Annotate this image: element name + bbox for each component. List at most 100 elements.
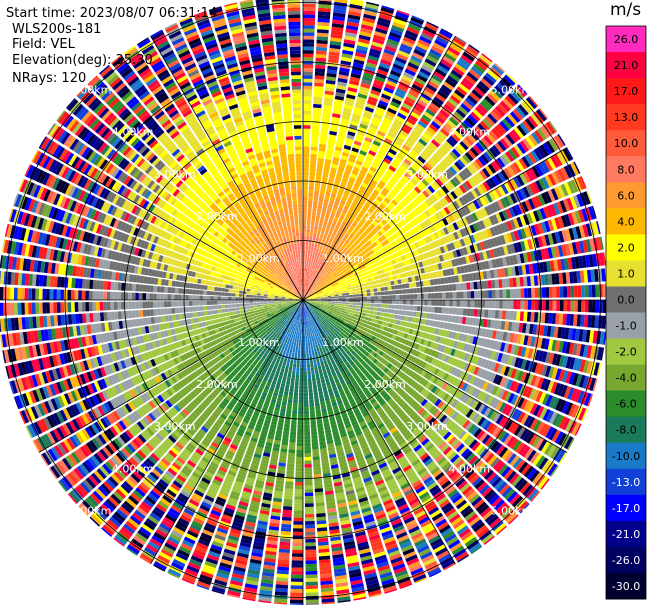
velocity-gate: [306, 282, 308, 287]
velocity-gate: [570, 285, 575, 298]
velocity-gate: [352, 166, 360, 173]
velocity-gate: [441, 307, 446, 314]
velocity-gate: [441, 143, 451, 153]
velocity-gate: [327, 203, 333, 209]
velocity-gate: [362, 75, 373, 82]
velocity-gate: [305, 294, 308, 298]
velocity-gate: [303, 285, 305, 290]
velocity-gate: [584, 300, 589, 313]
velocity-gate: [303, 296, 304, 300]
velocity-gate: [435, 133, 445, 143]
velocity-gate: [304, 278, 307, 283]
velocity-gate: [351, 310, 356, 314]
velocity-gate: [303, 293, 306, 297]
velocity-gate: [341, 237, 347, 242]
velocity-gate: [415, 158, 424, 167]
velocity-gate: [462, 100, 474, 110]
velocity-gate: [308, 200, 313, 204]
velocity-gate: [331, 189, 338, 195]
velocity-gate: [423, 286, 428, 293]
velocity-gate: [359, 290, 364, 294]
velocity-gate: [350, 283, 355, 287]
velocity-gate: [322, 173, 329, 178]
velocity-gate: [420, 135, 430, 144]
velocity-gate: [307, 257, 310, 262]
velocity-gate: [315, 237, 319, 242]
velocity-gate: [455, 108, 467, 119]
velocity-gate: [329, 130, 337, 136]
velocity-gate: [343, 252, 348, 257]
velocity-gate: [313, 344, 316, 349]
velocity-gate: [386, 80, 397, 88]
velocity-gate: [459, 308, 464, 316]
velocity-gate: [305, 250, 308, 254]
velocity-gate: [347, 160, 355, 167]
velocity-gate: [549, 300, 553, 311]
velocity-gate: [373, 307, 378, 311]
velocity-gate: [342, 208, 348, 214]
velocity-gate: [591, 300, 596, 313]
velocity-gate: [499, 300, 503, 309]
velocity-gate: [419, 67, 432, 77]
velocity-gate: [306, 331, 309, 336]
velocity-gate: [351, 170, 359, 176]
velocity-gate: [337, 291, 342, 295]
velocity-gate: [303, 207, 307, 211]
velocity-gate: [351, 147, 360, 153]
velocity-gate: [330, 255, 335, 260]
velocity-gate: [344, 308, 349, 312]
velocity-gate: [489, 66, 502, 78]
velocity-gate: [351, 69, 362, 76]
velocity-gate: [381, 93, 392, 101]
velocity-gate: [329, 268, 333, 272]
velocity-gate: [419, 153, 429, 161]
velocity-gate: [377, 215, 383, 221]
velocity-gate: [303, 92, 312, 97]
velocity-gate: [433, 96, 444, 106]
velocity-gate: [303, 160, 309, 165]
velocity-gate: [346, 134, 355, 140]
velocity-gate: [355, 216, 361, 222]
velocity-gate: [361, 225, 367, 231]
velocity-gate: [324, 302, 328, 304]
velocity-gate: [316, 419, 323, 425]
velocity-gate: [316, 211, 321, 216]
velocity-gate: [329, 250, 334, 255]
velocity-gate: [329, 174, 336, 179]
velocity-gate: [336, 194, 342, 200]
velocity-gate: [355, 160, 363, 166]
velocity-gate: [422, 280, 428, 287]
velocity-gate: [315, 409, 321, 414]
velocity-gate: [403, 185, 411, 193]
velocity-gate: [341, 308, 345, 311]
velocity-gate: [352, 62, 364, 69]
velocity-gate: [473, 86, 485, 97]
velocity-gate: [303, 82, 313, 86]
velocity-gate: [373, 34, 386, 42]
velocity-gate: [317, 300, 321, 302]
velocity-gate: [386, 38, 400, 46]
velocity-gate: [437, 285, 442, 292]
velocity-gate: [356, 244, 361, 250]
velocity-gate: [312, 381, 317, 386]
velocity-gate: [343, 107, 352, 114]
velocity-gate: [306, 232, 310, 236]
velocity-gate: [364, 136, 373, 143]
velocity-gate: [311, 139, 319, 144]
velocity-gate: [303, 171, 309, 176]
velocity-gate: [452, 300, 457, 307]
velocity-gate: [312, 211, 317, 216]
velocity-gate: [348, 10, 362, 17]
velocity-gate: [338, 74, 349, 80]
velocity-gate: [384, 308, 389, 313]
velocity-gate: [303, 292, 305, 297]
velocity-gate: [313, 270, 316, 274]
velocity-gate: [440, 58, 453, 69]
velocity-gate: [394, 91, 405, 99]
velocity-gate: [458, 83, 470, 94]
velocity-gate: [367, 99, 377, 106]
velocity-gate: [303, 246, 306, 251]
velocity-gate: [405, 310, 410, 316]
velocity-gate: [395, 11, 410, 19]
velocity-gate: [347, 236, 352, 242]
